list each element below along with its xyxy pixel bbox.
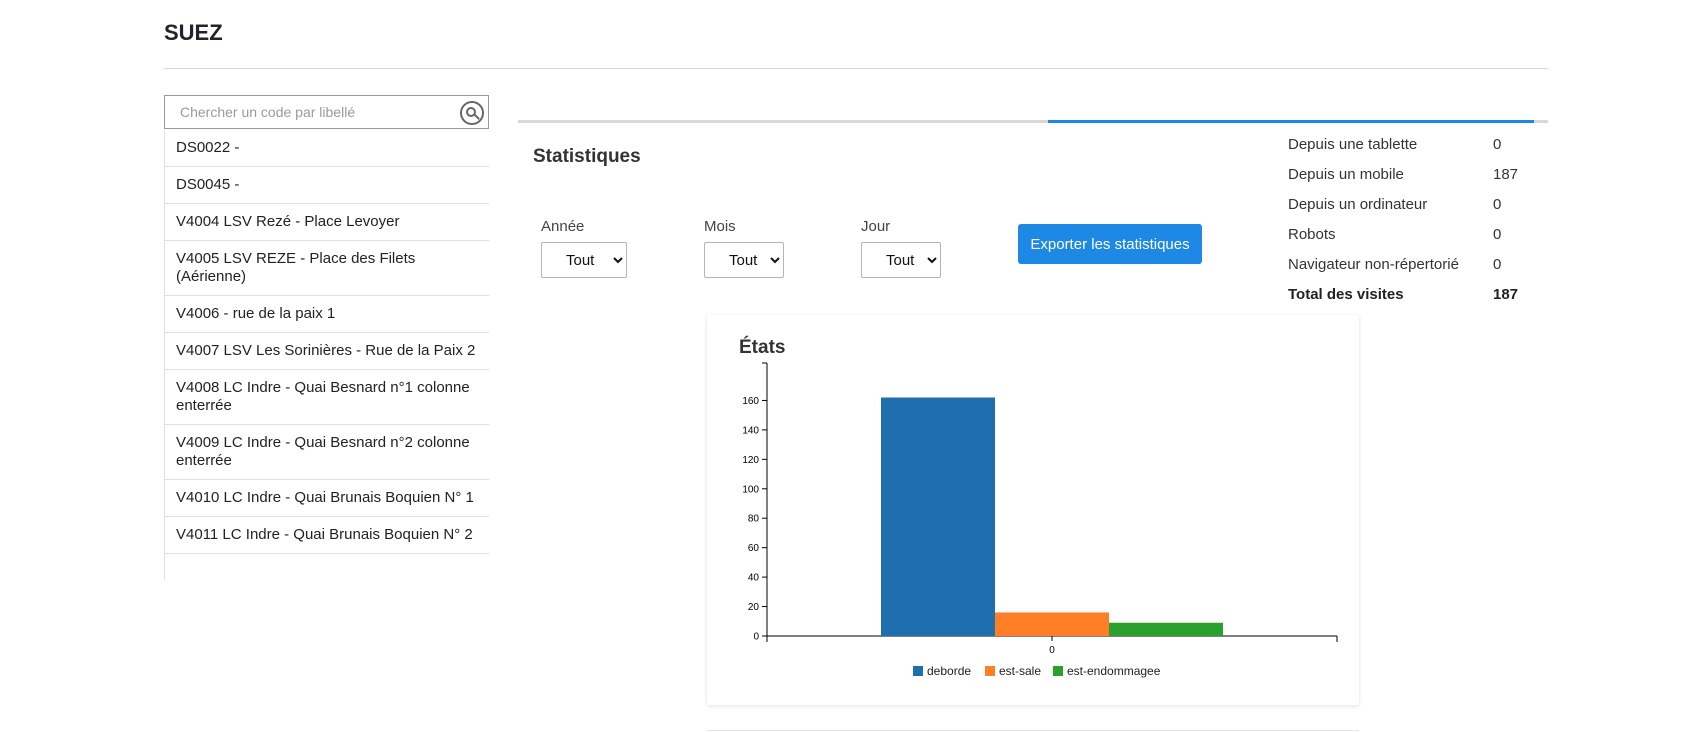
visit-row-mobile: Depuis un mobile 187	[1288, 166, 1528, 196]
year-select[interactable]: Tout	[541, 242, 627, 278]
visit-value: 0	[1493, 136, 1502, 153]
header-divider	[164, 68, 1548, 69]
visit-value: 0	[1493, 256, 1502, 273]
x-tick-label: 0	[1049, 645, 1055, 656]
export-stats-button[interactable]: Exporter les statistiques	[1018, 224, 1202, 264]
legend-swatch-est-endommagee	[1053, 666, 1063, 676]
legend-swatch-deborde	[913, 666, 923, 676]
visit-label: Depuis une tablette	[1288, 136, 1418, 153]
y-tick-label: 20	[748, 602, 760, 613]
code-item[interactable]: V4006 - rue de la paix 1	[165, 296, 489, 333]
y-tick-label: 140	[742, 425, 759, 436]
y-tick-label: 0	[753, 632, 759, 643]
code-item[interactable]: V4008 LC Indre - Quai Besnard n°1 colonn…	[165, 370, 489, 425]
code-item[interactable]: V4011 LC Indre - Quai Brunais Boquien N°…	[165, 517, 489, 554]
tab-track	[518, 120, 1548, 123]
visits-summary: Depuis une tablette 0 Depuis un mobile 1…	[1288, 136, 1528, 316]
y-tick-label: 120	[742, 455, 759, 466]
visit-value: 0	[1493, 196, 1502, 213]
visit-total-label: Total des visites	[1288, 286, 1404, 303]
y-tick-label: 60	[748, 543, 760, 554]
search-input[interactable]	[165, 96, 450, 128]
visit-label: Depuis un mobile	[1288, 166, 1404, 183]
visit-value: 0	[1493, 226, 1502, 243]
code-item[interactable]: V4007 LSV Les Sorinières - Rue de la Pai…	[165, 333, 489, 370]
month-label: Mois	[704, 218, 736, 235]
y-tick-label: 40	[748, 573, 760, 584]
legend-swatch-est-sale	[985, 666, 995, 676]
month-select[interactable]: Tout	[704, 242, 784, 278]
code-item[interactable]: V4004 LSV Rezé - Place Levoyer	[165, 204, 489, 241]
search-icon[interactable]	[460, 101, 484, 125]
legend-label-est-sale: est-sale	[999, 664, 1041, 678]
code-item[interactable]: V4010 LC Indre - Quai Brunais Boquien N°…	[165, 480, 489, 517]
code-item[interactable]: DS0022 -	[165, 130, 489, 167]
code-item[interactable]: V4005 LSV REZE - Place des Filets (Aérie…	[165, 241, 489, 296]
bar-est-endommagee	[1109, 622, 1223, 636]
visit-label: Robots	[1288, 226, 1336, 243]
visit-row-total: Total des visites 187	[1288, 286, 1528, 316]
visit-row-unknown: Navigateur non-répertorié 0	[1288, 256, 1528, 286]
y-tick-label: 80	[748, 514, 760, 525]
visit-value: 187	[1493, 166, 1519, 183]
statistics-title: Statistiques	[533, 146, 641, 167]
code-list[interactable]: DS0022 - DS0045 - V4004 LSV Rezé - Place…	[164, 130, 489, 580]
code-item[interactable]: DS0045 -	[165, 167, 489, 204]
search-box	[164, 95, 489, 129]
visit-row-robots: Robots 0	[1288, 226, 1528, 256]
day-label: Jour	[861, 218, 891, 235]
states-chart-card: États 0 20 40 60 80 100 120 140 160 0 deborde est-s…	[707, 315, 1359, 705]
visit-row-desktop: Depuis un ordinateur 0	[1288, 196, 1528, 226]
visit-label: Navigateur non-répertorié	[1288, 256, 1459, 273]
y-tick-label: 160	[742, 396, 759, 407]
legend-label-est-endommagee: est-endommagee	[1067, 664, 1161, 678]
code-item[interactable]: V4009 LC Indre - Quai Besnard n°2 colonn…	[165, 425, 489, 480]
bar-deborde	[881, 397, 995, 636]
chart-title: États	[739, 337, 786, 358]
next-card-edge	[707, 730, 1359, 731]
brand-title: SUEZ	[164, 20, 223, 45]
visit-label: Depuis un ordinateur	[1288, 196, 1428, 213]
day-select[interactable]: Tout	[861, 242, 941, 278]
states-bar-chart: 0 20 40 60 80 100 120 140 160 0 deborde est-sale est…	[742, 362, 1338, 678]
legend-label-deborde: deborde	[927, 664, 971, 678]
visit-total-value: 187	[1493, 286, 1519, 303]
visit-row-tablet: Depuis une tablette 0	[1288, 136, 1528, 166]
tab-active-indicator	[1048, 120, 1534, 123]
y-tick-label: 100	[742, 484, 759, 495]
bar-est-sale	[995, 612, 1109, 636]
year-label: Année	[541, 218, 585, 235]
